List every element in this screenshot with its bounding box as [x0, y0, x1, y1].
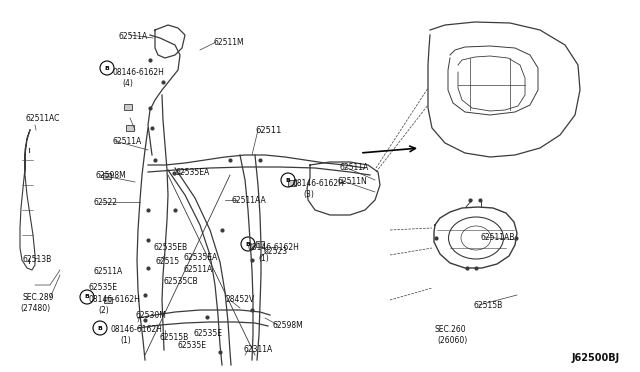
Bar: [126, 125, 134, 131]
Text: 08146-6162H: 08146-6162H: [112, 67, 164, 77]
Text: 62535E: 62535E: [88, 282, 117, 292]
Text: 62311A: 62311A: [243, 346, 272, 355]
Text: (4): (4): [122, 78, 133, 87]
Text: 62511A: 62511A: [340, 163, 369, 171]
Text: B: B: [97, 326, 102, 330]
Text: 62511A: 62511A: [184, 266, 213, 275]
Text: 62535EA: 62535EA: [183, 253, 217, 263]
Text: SEC.260: SEC.260: [435, 326, 467, 334]
Bar: [104, 297, 112, 303]
Text: (2): (2): [98, 307, 109, 315]
Text: (3): (3): [303, 189, 314, 199]
Text: 62535EA: 62535EA: [175, 167, 209, 176]
Text: 62511AC: 62511AC: [25, 113, 60, 122]
Text: 62511A: 62511A: [118, 32, 147, 41]
Text: 62598M: 62598M: [273, 321, 304, 330]
Text: (27480): (27480): [20, 304, 50, 312]
Text: 62522: 62522: [93, 198, 117, 206]
Text: 62535E: 62535E: [178, 340, 207, 350]
Text: 08146-6162H: 08146-6162H: [293, 179, 345, 187]
Text: B: B: [104, 65, 109, 71]
Bar: [124, 104, 132, 110]
Text: 62515B: 62515B: [474, 301, 503, 310]
Text: 62511: 62511: [255, 125, 282, 135]
Text: 62598M: 62598M: [95, 170, 125, 180]
Text: (26060): (26060): [437, 337, 467, 346]
Text: 08146-6162H: 08146-6162H: [248, 243, 300, 251]
Text: 62511AB: 62511AB: [481, 232, 515, 241]
Text: 62530M: 62530M: [136, 311, 167, 321]
Text: 62511AA: 62511AA: [232, 196, 267, 205]
Text: 62511A: 62511A: [112, 137, 141, 145]
Text: 08146-6162H: 08146-6162H: [110, 326, 162, 334]
Text: (1): (1): [120, 337, 131, 346]
Text: (1): (1): [258, 253, 269, 263]
Text: 62511A: 62511A: [93, 266, 122, 276]
Bar: [288, 180, 296, 186]
Text: 62511N: 62511N: [338, 176, 368, 186]
Text: 62535E: 62535E: [194, 328, 223, 337]
Bar: [256, 241, 264, 247]
Text: SEC.289: SEC.289: [22, 294, 54, 302]
Text: 62535EB: 62535EB: [153, 243, 187, 251]
Text: 62535CB: 62535CB: [163, 276, 198, 285]
Text: 62515: 62515: [156, 257, 180, 266]
Text: 62523: 62523: [264, 247, 288, 256]
Text: 62513B: 62513B: [22, 256, 51, 264]
Text: 28452V: 28452V: [225, 295, 254, 305]
Text: 62511M: 62511M: [213, 38, 244, 46]
Text: B: B: [84, 295, 90, 299]
Text: 08146-6162H: 08146-6162H: [88, 295, 140, 305]
Text: B: B: [246, 241, 250, 247]
Text: J62500BJ: J62500BJ: [572, 353, 620, 363]
Text: 62515B: 62515B: [160, 333, 189, 341]
Bar: [103, 173, 111, 179]
Text: B: B: [285, 177, 291, 183]
